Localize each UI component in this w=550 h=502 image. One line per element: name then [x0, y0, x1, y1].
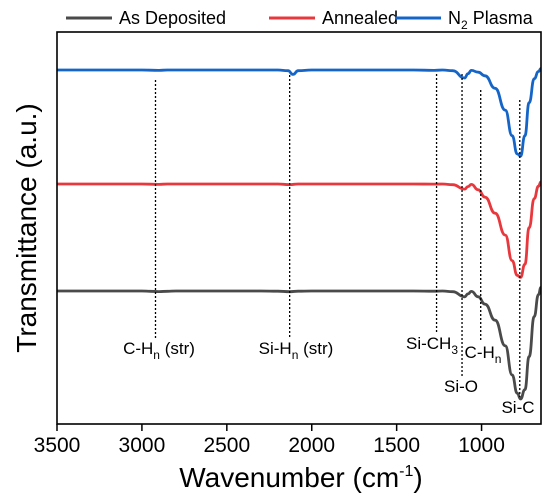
series-line-0 — [56, 286, 542, 401]
x-tick-label: 1000 — [458, 434, 505, 457]
x-axis-title-space — [345, 462, 353, 493]
legend-label-0: As Deposited — [119, 8, 226, 28]
legend: As Deposited Annealed N2 Plasma — [66, 8, 534, 32]
annotation-layer: C-Hn (str) Si-Hn (str) Si-CH3 Si-O C-Hn Si-C — [123, 74, 535, 417]
x-axis-title-text: Wavenumber — [179, 462, 344, 493]
x-tick-label: 1500 — [373, 434, 420, 457]
x-tick-label: 2500 — [203, 434, 250, 457]
x-axis-unit-base: (cm — [353, 462, 400, 493]
x-tick-label: 2000 — [288, 434, 335, 457]
annotation-label-0: C-Hn (str) — [123, 339, 195, 362]
annotation-label-1: Si-Hn (str) — [259, 339, 334, 362]
x-axis-unit-exponent: -1 — [399, 463, 413, 480]
legend-label-1: Annealed — [322, 8, 398, 28]
x-axis-title: Wavenumber (cm-1) — [179, 462, 422, 493]
annotation-label-3: Si-O — [444, 377, 478, 396]
annotation-label-4: C-Hn — [465, 343, 502, 366]
x-axis-unit-close: ) — [413, 462, 422, 493]
annotation-label-2: Si-CH3 — [406, 334, 458, 357]
axes: 3500 3000 2500 2000 1500 1000 — [34, 31, 542, 457]
x-tick-label: 3500 — [34, 434, 81, 457]
x-tick-label: 3000 — [119, 434, 166, 457]
series-line-1 — [57, 180, 542, 279]
series-line-2 — [57, 67, 542, 158]
legend-label-2: N2 Plasma — [448, 8, 534, 32]
y-axis-title: Transmittance (a.u.) — [11, 103, 42, 352]
plot-frame — [56, 31, 542, 425]
series-layer — [56, 67, 542, 401]
annotation-label-5: Si-C — [501, 398, 534, 417]
